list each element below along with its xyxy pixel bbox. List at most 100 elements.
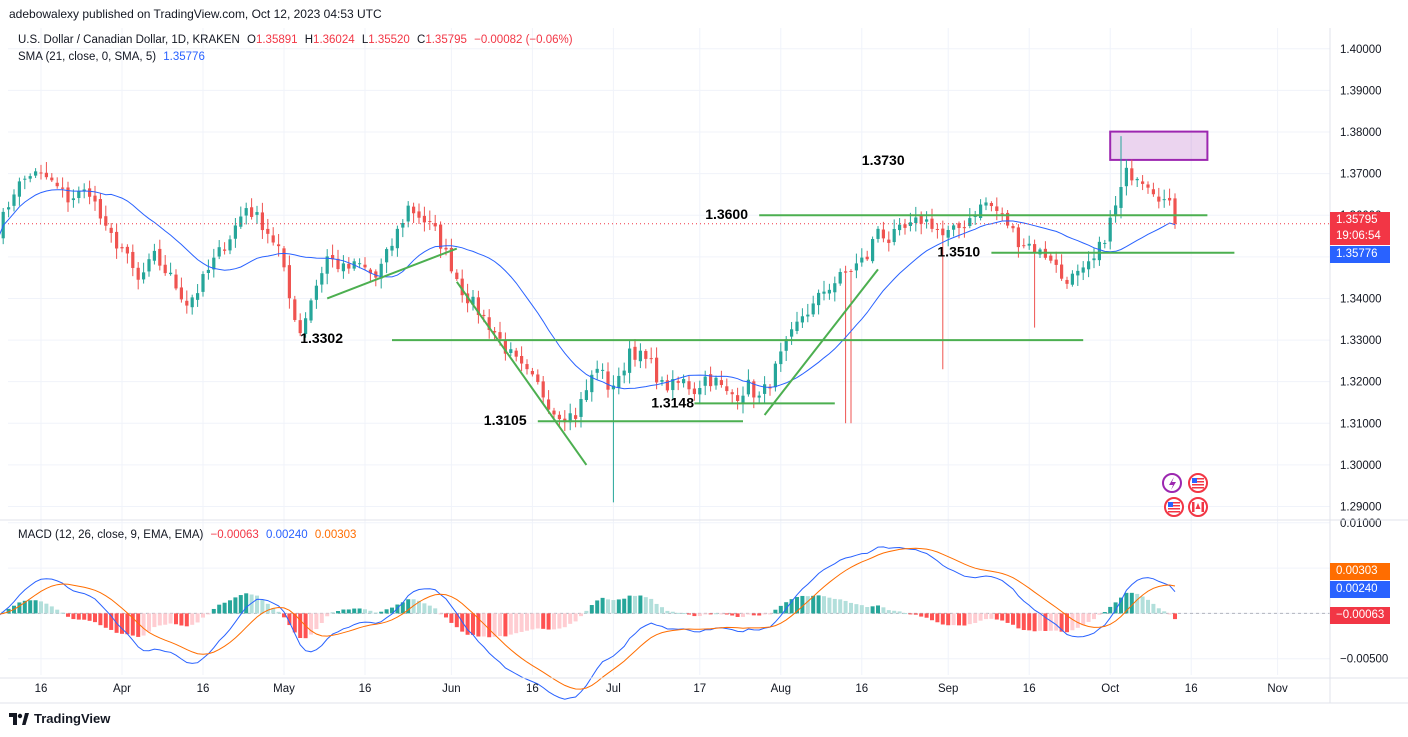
candle — [422, 206, 426, 232]
candle-body — [628, 348, 632, 373]
macd-histogram-bar — [670, 611, 675, 614]
candle — [1087, 251, 1091, 278]
macd-histogram-bar — [255, 595, 259, 614]
candle — [233, 218, 237, 248]
candle — [190, 294, 194, 315]
macd-histogram-bar — [600, 597, 605, 614]
candle-body — [1000, 213, 1004, 215]
macd-histogram-bar — [471, 613, 475, 635]
candle — [887, 231, 891, 252]
sma-legend[interactable]: SMA (21, close, 0, SMA, 5) 1.35776 — [18, 51, 205, 63]
candle-body — [984, 202, 988, 206]
candle — [1124, 159, 1128, 196]
candle — [1173, 193, 1177, 229]
macd-histogram-bar — [233, 597, 238, 614]
candle-body — [66, 187, 70, 203]
macd-histogram-bar — [535, 613, 540, 629]
candle-body — [482, 314, 486, 316]
low-value: 1.35520 — [368, 34, 410, 46]
candle-body — [498, 332, 502, 339]
candle-body — [1141, 181, 1145, 184]
macd-histogram-bar — [897, 611, 902, 614]
macd-histogram-bar — [962, 613, 967, 626]
candle-body — [530, 371, 534, 375]
macd-histogram-bar — [1146, 599, 1150, 614]
macd-histogram-bar — [940, 613, 945, 625]
macd-histogram-bar — [465, 613, 470, 635]
candle — [98, 193, 102, 225]
candle-body — [622, 370, 626, 376]
macd-histogram-bar — [876, 605, 880, 614]
candle — [455, 269, 459, 281]
macd-histogram-bar — [822, 596, 826, 614]
candle — [223, 242, 227, 255]
macd-legend[interactable]: MACD (12, 26, close, 9, EMA, EMA) −0.000… — [18, 529, 356, 541]
sma-value: 1.35776 — [163, 51, 205, 63]
candle-body — [881, 229, 885, 239]
candle — [449, 238, 453, 274]
candle-body — [44, 172, 48, 178]
symbol-name[interactable]: U.S. Dollar / Canadian Dollar, 1D, KRAKE… — [18, 34, 240, 46]
candle — [541, 376, 545, 404]
x-tick-label: 16 — [526, 683, 539, 695]
macd-histogram-bar — [454, 613, 459, 628]
candle-body — [682, 379, 686, 384]
macd-histogram-bar — [487, 613, 492, 638]
candle — [320, 266, 324, 293]
candle-body — [509, 349, 513, 353]
candle — [1162, 189, 1166, 208]
open-label: O — [247, 34, 256, 46]
candle — [250, 198, 254, 220]
macd-histogram-bar — [687, 613, 691, 615]
candle — [800, 308, 804, 328]
candle — [611, 375, 615, 503]
candle-body — [228, 239, 232, 251]
candle-body — [428, 221, 432, 223]
candle-body — [455, 272, 459, 280]
macd-histogram-bar — [546, 613, 551, 630]
macd-histogram-bar — [730, 613, 735, 616]
candle-body — [104, 216, 108, 226]
macd-histogram-bar — [498, 613, 502, 637]
supply-zone-box — [1109, 130, 1209, 161]
candle — [714, 375, 718, 390]
candle — [779, 342, 783, 372]
macd-histogram-bar — [1059, 613, 1064, 632]
macd-histogram-bar — [654, 603, 659, 614]
macd-histogram-bar — [379, 611, 384, 614]
macd-histogram-bar — [843, 600, 848, 614]
candle-body — [1119, 187, 1123, 208]
flag-icon-stripe — [1192, 487, 1204, 489]
candle-body — [973, 215, 977, 217]
candle — [525, 359, 529, 375]
candle-body — [1011, 226, 1015, 229]
candle — [1060, 254, 1064, 281]
macd-histogram-bar — [1048, 613, 1053, 631]
tradingview-brand[interactable]: TradingView — [9, 711, 110, 726]
macd-histogram-bar — [849, 602, 853, 614]
candle-body — [1103, 242, 1107, 244]
candle-body — [714, 377, 718, 386]
price-tick-label: 1.33000 — [1340, 335, 1382, 347]
macd-histogram-bar — [325, 613, 330, 617]
candle-body — [692, 388, 696, 395]
candle-body — [28, 176, 32, 179]
sma-layer — [0, 189, 1176, 390]
candle — [304, 312, 308, 338]
macd-histogram-bar — [1032, 613, 1037, 632]
candle-body — [98, 199, 102, 219]
candle — [412, 202, 416, 223]
candle-body — [266, 228, 270, 234]
candle — [271, 227, 275, 246]
candle — [179, 277, 183, 303]
candle-body — [979, 204, 983, 219]
candle-body — [746, 379, 750, 395]
macd-signal-value: 0.00303 — [314, 529, 357, 541]
candle — [719, 370, 723, 388]
sma-line — [0, 189, 1176, 390]
x-tick-label: Oct — [1101, 683, 1120, 695]
candle-body — [779, 351, 783, 365]
candle-body — [1124, 167, 1128, 187]
candle-body — [806, 314, 810, 317]
